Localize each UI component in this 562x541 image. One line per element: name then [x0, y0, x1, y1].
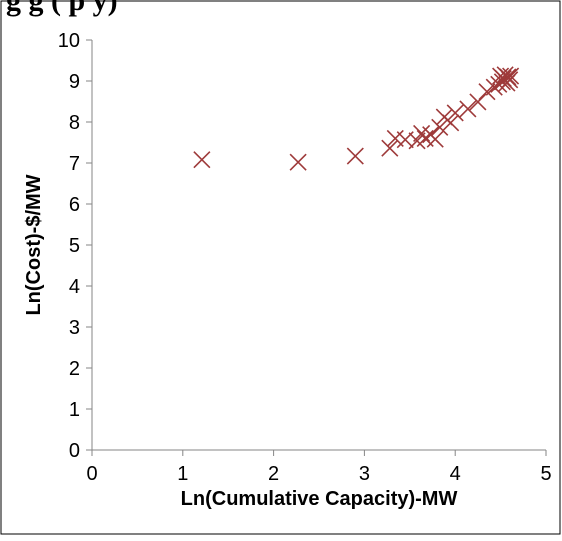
x-axis-title: Ln(Cumulative Capacity)-MW — [181, 488, 458, 510]
y-tick-label: 8 — [69, 112, 80, 134]
y-tick-label: 5 — [69, 235, 80, 257]
marker-stroke — [426, 130, 444, 148]
y-tick-label: 6 — [69, 194, 80, 216]
y-tick-label: 9 — [69, 71, 80, 93]
x-tick-label: 5 — [540, 463, 551, 485]
data-point-marker — [459, 100, 477, 118]
data-point-marker — [446, 104, 464, 122]
marker-stroke — [469, 93, 487, 111]
y-tick-label: 2 — [69, 358, 80, 380]
y-tick-label: 10 — [58, 30, 80, 52]
marker-stroke — [459, 100, 477, 118]
data-point-marker — [469, 93, 487, 111]
x-tick-label: 4 — [450, 463, 461, 485]
data-point-marker — [502, 67, 520, 85]
marker-stroke — [346, 147, 364, 165]
data-point-marker — [431, 118, 449, 136]
data-point-marker — [442, 114, 460, 132]
marker-stroke — [501, 71, 519, 89]
data-point-marker — [346, 147, 364, 165]
data-point-marker — [289, 153, 307, 171]
marker-stroke — [386, 129, 404, 147]
y-tick-label: 1 — [69, 399, 80, 421]
y-tick-label: 4 — [69, 276, 80, 298]
data-point-marker — [501, 71, 519, 89]
marker-stroke — [193, 151, 211, 169]
marker-stroke — [446, 104, 464, 122]
y-axis-title: Ln(Cost)-$/MW — [23, 174, 45, 315]
data-point-marker — [193, 151, 211, 169]
data-point-marker — [426, 130, 444, 148]
marker-stroke — [381, 139, 399, 157]
x-tick-label: 2 — [268, 463, 279, 485]
y-tick-label: 3 — [69, 317, 80, 339]
data-points — [193, 66, 520, 171]
data-point-marker — [381, 139, 399, 157]
x-tick-label: 3 — [359, 463, 370, 485]
marker-stroke — [416, 129, 434, 147]
chart-title: g g ( p y) — [6, 0, 118, 17]
marker-stroke — [413, 124, 431, 143]
x-tick-label: 0 — [86, 463, 97, 485]
x-ticks: 0 1 2 3 4 5 — [86, 450, 552, 485]
marker-stroke — [431, 118, 449, 136]
y-tick-label: 7 — [69, 153, 80, 175]
marker-stroke — [442, 114, 460, 132]
x-tick-label: 1 — [177, 463, 188, 485]
marker-stroke — [502, 67, 520, 85]
y-ticks: 0 1 2 3 4 5 6 7 8 9 10 — [58, 30, 92, 462]
marker-stroke — [289, 153, 307, 171]
y-tick-label: 0 — [69, 440, 80, 462]
